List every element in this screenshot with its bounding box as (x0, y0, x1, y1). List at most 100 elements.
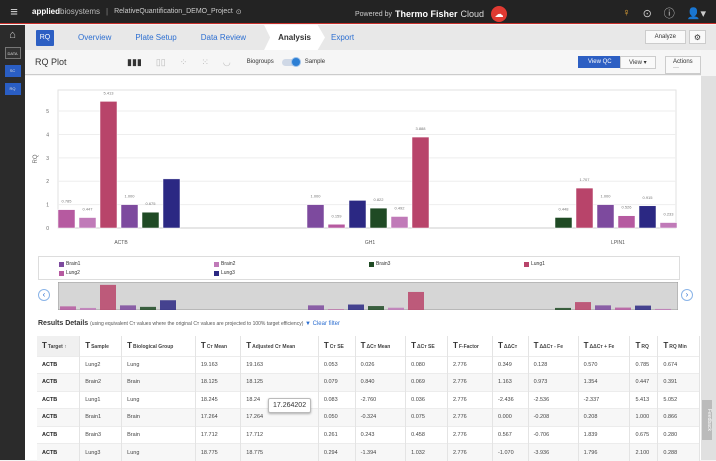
tab-data-review[interactable]: Data Review (201, 33, 246, 42)
legend-item-lung2[interactable]: Lung2 (59, 270, 80, 276)
chevron-right-icon[interactable]: › (681, 289, 693, 301)
legend-item-brain3[interactable]: Brain3 (369, 261, 390, 267)
bar-gh1-lung3[interactable] (349, 200, 366, 228)
column-header[interactable]: TΔCт SE (406, 336, 448, 356)
view-dropdown[interactable]: View ▾ (620, 56, 656, 69)
rail-data-button[interactable]: DATA (5, 47, 21, 59)
legend-item-brain1[interactable]: Brain1 (59, 261, 80, 267)
bar-actb-lung1[interactable] (100, 101, 117, 228)
bar-actb-lung3[interactable] (163, 179, 180, 228)
y-tick-label: 1 (46, 203, 49, 209)
column-header[interactable]: TBiological Group (122, 336, 196, 356)
bar-actb-brain3[interactable] (142, 212, 159, 228)
column-header[interactable]: TRQ Min (658, 336, 700, 356)
user-icon[interactable]: 👤▾ (687, 7, 706, 20)
legend-item-lung1[interactable]: Lung1 (524, 261, 545, 267)
filter-icon[interactable]: T (324, 341, 329, 350)
gear-icon[interactable]: ⚙ (689, 30, 706, 44)
feedback-tab[interactable]: Feedback (702, 400, 712, 440)
rail-sc-button[interactable]: SC (5, 65, 21, 77)
bar-chart-icon[interactable]: ▮▮▮ (127, 57, 142, 68)
filter-icon[interactable]: T (663, 341, 668, 350)
menu-icon[interactable]: ≡ (0, 4, 28, 19)
filter-icon[interactable]: T (411, 341, 416, 350)
table-cell: 2.776 (447, 444, 492, 461)
filter-icon[interactable]: T (361, 341, 366, 350)
table-cell: 0.674 (658, 356, 700, 374)
filter-icon[interactable]: T (498, 341, 503, 350)
bar-gh1-lung2[interactable] (328, 224, 345, 228)
scatter-icon[interactable]: ⁘ (180, 57, 188, 68)
column-header[interactable]: TΔΔCт - Fe (528, 336, 578, 356)
bar-gh1-brain2[interactable] (391, 216, 408, 228)
filter-icon[interactable]: T (635, 341, 640, 350)
biogroups-sample-toggle[interactable] (282, 59, 300, 66)
tab-plate-setup[interactable]: Plate Setup (135, 33, 176, 42)
table-cell: 18.125 (241, 374, 319, 392)
rail-rq-button[interactable]: RQ (5, 83, 21, 95)
filter-icon[interactable]: T (534, 341, 539, 350)
actions-menu[interactable]: Actions ··· (665, 56, 701, 74)
bar-lpin1-lung2[interactable] (618, 216, 635, 228)
analyze-button[interactable]: Analyze (645, 30, 686, 44)
filter-icon[interactable]: T (42, 341, 47, 350)
bar-gh1-brain3[interactable] (370, 208, 387, 228)
box-plot-icon[interactable]: ▯▯ (156, 57, 166, 68)
volcano-icon[interactable]: ◡ (223, 57, 231, 68)
clear-filter-link[interactable]: ▼ Clear filter (305, 321, 340, 327)
table-cell: 0.036 (406, 391, 448, 409)
help-icon[interactable]: ⓘ (664, 5, 675, 21)
column-header[interactable]: TAdjusted Cт Mean (241, 336, 319, 356)
bar-lpin1-lung1[interactable] (576, 188, 593, 228)
column-header[interactable]: TΔΔCт (493, 336, 529, 356)
filter-icon[interactable]: T (127, 341, 132, 350)
column-header[interactable]: TΔΔCт + Fe (578, 336, 630, 356)
column-label: RQ Min (669, 344, 687, 350)
column-header[interactable]: TCт SE (318, 336, 355, 356)
bar-gh1-brain1[interactable] (307, 205, 324, 228)
overview-navigator[interactable] (58, 282, 678, 310)
project-settings-icon[interactable]: ⊙ (236, 8, 242, 16)
filter-icon[interactable]: T (201, 341, 206, 350)
filter-icon[interactable]: T (453, 341, 458, 350)
filter-icon[interactable]: T (85, 341, 90, 350)
bar-actb-lung2[interactable] (58, 210, 75, 228)
bar-lpin1-brain2[interactable] (660, 223, 677, 228)
chevron-left-icon[interactable]: ‹ (38, 289, 50, 301)
tab-overview[interactable]: Overview (78, 33, 111, 42)
tab-analysis[interactable]: Analysis (264, 25, 325, 50)
bar-lpin1-brain3[interactable] (555, 217, 572, 228)
table-cell: 18.125 (195, 374, 240, 392)
tab-export[interactable]: Export (331, 33, 354, 42)
column-header[interactable]: TΔCт Mean (355, 336, 405, 356)
column-header[interactable]: TTarget ↑ (37, 336, 80, 356)
bar-lpin1-brain1[interactable] (597, 205, 614, 228)
column-header[interactable]: TSample (80, 336, 122, 356)
column-label: Cт SE (330, 344, 344, 350)
cluster-icon[interactable]: ⁙ (201, 57, 209, 68)
bar-actb-brain1[interactable] (121, 205, 138, 228)
filter-icon[interactable]: T (246, 341, 251, 350)
column-header[interactable]: TCт Mean (195, 336, 240, 356)
results-heading: Results Details (using equivalent Cт val… (38, 320, 303, 327)
bar-value-label: 3.888 (415, 126, 426, 131)
brand-logo: appliedbiosystems (32, 7, 100, 16)
column-header[interactable]: TRQ (630, 336, 658, 356)
bar-actb-brain2[interactable] (79, 218, 96, 228)
lightbulb-icon[interactable]: ♀ (622, 7, 630, 19)
notifications-icon[interactable]: ⊙ (643, 7, 652, 20)
filter-icon[interactable]: T (584, 341, 589, 350)
bar-lpin1-lung3[interactable] (639, 206, 656, 228)
view-qc-button[interactable]: View QC (578, 56, 622, 68)
column-header[interactable]: TF-Factor (447, 336, 492, 356)
legend-item-lung3[interactable]: Lung3 (214, 270, 235, 276)
bar-gh1-lung1[interactable] (412, 137, 429, 228)
legend-item-brain2[interactable]: Brain2 (214, 261, 235, 267)
home-icon[interactable]: ⌂ (0, 29, 25, 41)
